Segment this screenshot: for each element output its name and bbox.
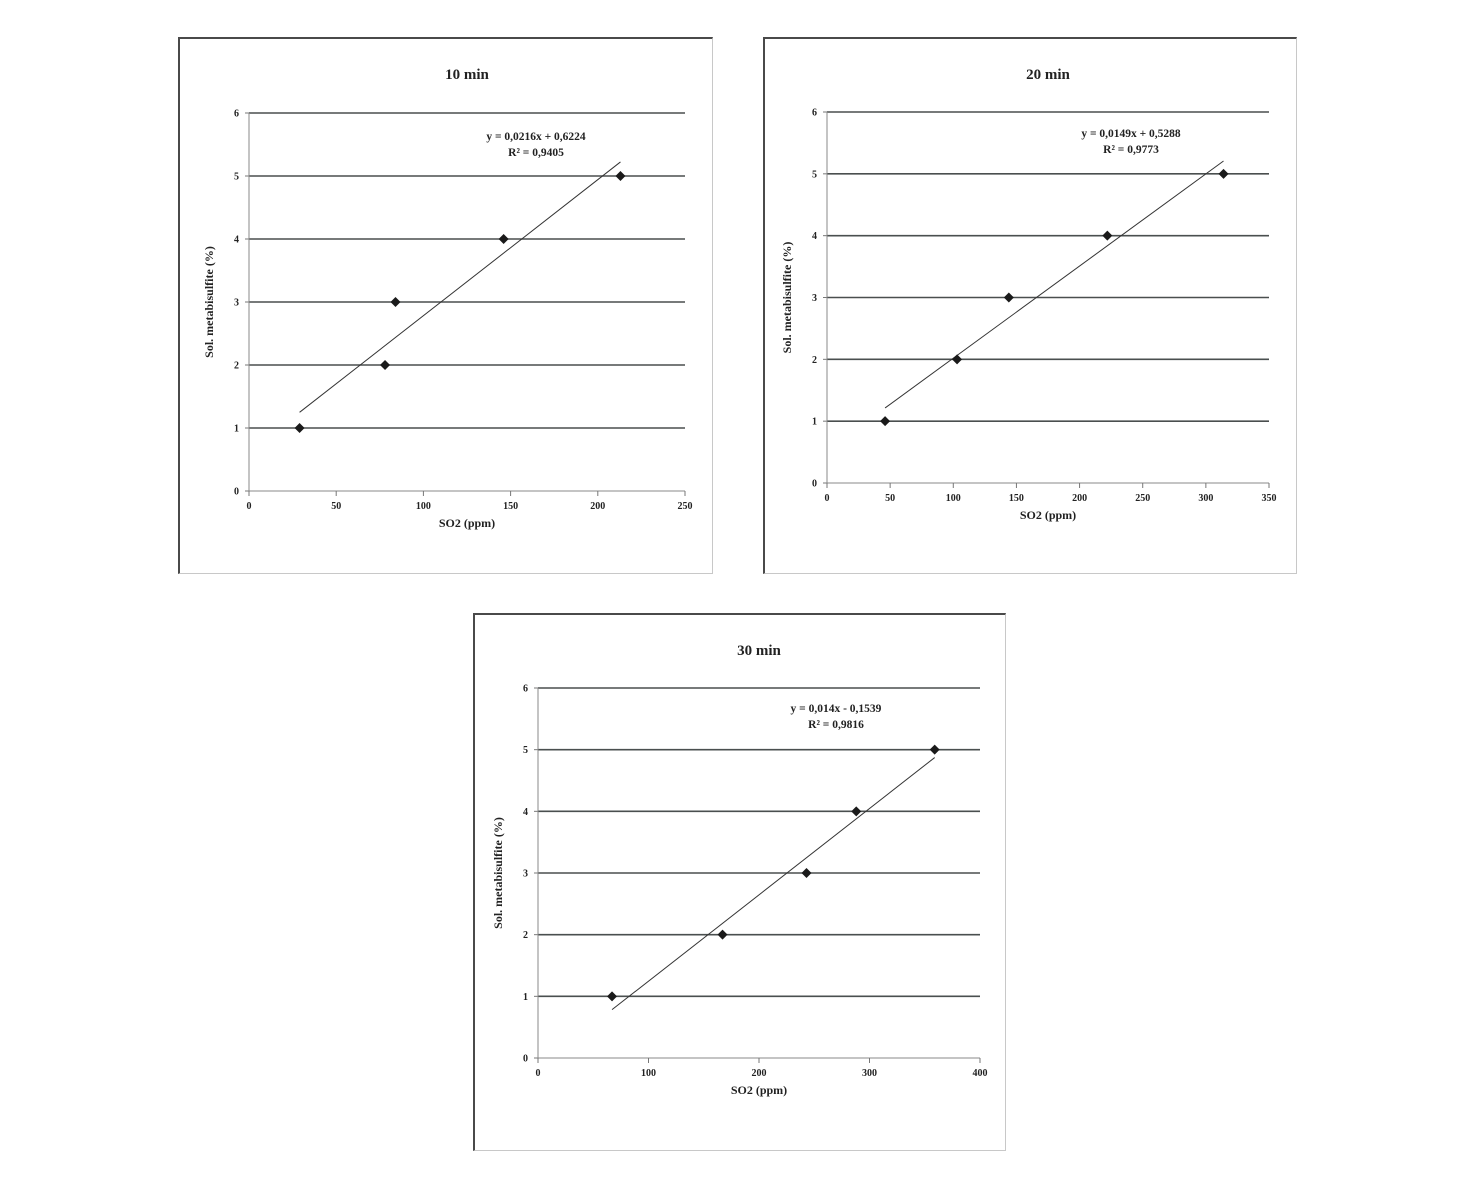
data-point bbox=[952, 354, 963, 365]
data-point bbox=[380, 360, 391, 370]
x-axis-label: SO2 (ppm) bbox=[731, 1083, 787, 1097]
data-point bbox=[498, 234, 509, 244]
y-axis-label: Sol. metabisulfite (%) bbox=[491, 817, 505, 929]
y-tick-label: 2 bbox=[812, 355, 817, 366]
chart-panel-30-min: 30 min 0 1 2 3 4 5 6 0 100 200 300 400 SO2 (ppm) Sol. … bbox=[473, 613, 1006, 1151]
y-axis-label: Sol. metabisulfite (%) bbox=[202, 246, 216, 358]
y-tick-label: 5 bbox=[812, 169, 817, 180]
y-tick-label: 3 bbox=[523, 869, 528, 880]
x-tick-label: 250 bbox=[1135, 493, 1150, 504]
x-tick-label: 150 bbox=[503, 501, 518, 512]
trendline bbox=[884, 160, 1224, 409]
x-tick-label: 50 bbox=[331, 501, 341, 512]
data-point bbox=[1003, 292, 1014, 303]
y-tick-label: 1 bbox=[234, 424, 239, 435]
y-tick-label: 3 bbox=[234, 298, 239, 309]
y-tick-label: 4 bbox=[812, 231, 817, 242]
data-point bbox=[1218, 168, 1229, 179]
y-tick-label: 4 bbox=[234, 235, 239, 246]
x-axis-label: SO2 (ppm) bbox=[1020, 508, 1076, 522]
y-tick-label: 3 bbox=[812, 293, 817, 304]
y-tick-label: 0 bbox=[234, 487, 239, 498]
x-tick-label: 400 bbox=[973, 1068, 988, 1079]
trendline bbox=[611, 757, 936, 1011]
chart-panel-20-min: 20 min 0 1 2 3 4 5 6 0 50 100 150 200 250 300 350 SO2 (p… bbox=[763, 37, 1297, 574]
y-tick-label: 4 bbox=[523, 807, 528, 818]
y-tick-label: 1 bbox=[523, 992, 528, 1003]
x-tick-label: 0 bbox=[536, 1068, 541, 1079]
x-tick-label: 200 bbox=[590, 501, 605, 512]
r-squared-label: R² = 0,9816 bbox=[808, 719, 864, 731]
x-tick-label: 50 bbox=[885, 493, 895, 504]
y-axis-label: Sol. metabisulfite (%) bbox=[780, 242, 794, 354]
y-tick-label: 6 bbox=[234, 109, 239, 120]
x-tick-label: 300 bbox=[1198, 493, 1213, 504]
chart-30-min: 30 min 0 1 2 3 4 5 6 0 100 200 300 400 SO2 (ppm) Sol. … bbox=[491, 643, 988, 1097]
trendline-equation: y = 0,0216x + 0,6224 bbox=[486, 131, 586, 143]
chart-20-min: 20 min 0 1 2 3 4 5 6 0 50 100 150 200 250 300 350 SO2 (p… bbox=[780, 67, 1277, 522]
trendline-equation: y = 0,014x - 0,1539 bbox=[791, 703, 882, 715]
y-tick-label: 6 bbox=[812, 108, 817, 119]
x-tick-label: 100 bbox=[946, 493, 961, 504]
chart-panel-10-min: 10 min 0 1 2 3 4 5 6 0 50 100 150 200 250 SO2 (ppm) Sol… bbox=[178, 37, 713, 574]
x-tick-label: 200 bbox=[1072, 493, 1087, 504]
x-axis-label: SO2 (ppm) bbox=[439, 516, 495, 530]
y-tick-label: 0 bbox=[812, 479, 817, 490]
y-tick-label: 5 bbox=[523, 745, 528, 756]
chart-title: 10 min bbox=[445, 67, 489, 83]
y-tick-label: 6 bbox=[523, 684, 528, 695]
data-point bbox=[390, 297, 401, 307]
y-tick-label: 0 bbox=[523, 1054, 528, 1065]
r-squared-label: R² = 0,9773 bbox=[1103, 144, 1159, 156]
data-point bbox=[615, 171, 626, 181]
data-point bbox=[607, 991, 618, 1002]
x-tick-label: 0 bbox=[825, 493, 830, 504]
data-point bbox=[801, 868, 812, 878]
data-point bbox=[1102, 230, 1113, 241]
y-tick-label: 2 bbox=[234, 361, 239, 372]
data-point bbox=[851, 806, 862, 817]
y-tick-label: 1 bbox=[812, 417, 817, 428]
chart-title: 20 min bbox=[1026, 67, 1070, 83]
x-tick-label: 0 bbox=[247, 501, 252, 512]
chart-10-min: 10 min 0 1 2 3 4 5 6 0 50 100 150 200 250 SO2 (ppm) Sol… bbox=[202, 67, 693, 530]
x-tick-label: 200 bbox=[752, 1068, 767, 1079]
data-point bbox=[294, 423, 305, 433]
x-tick-label: 350 bbox=[1262, 493, 1277, 504]
x-tick-label: 300 bbox=[862, 1068, 877, 1079]
x-tick-label: 250 bbox=[678, 501, 693, 512]
data-point bbox=[880, 416, 891, 427]
x-tick-label: 150 bbox=[1009, 493, 1024, 504]
data-point bbox=[717, 929, 728, 940]
y-tick-label: 2 bbox=[523, 930, 528, 941]
chart-title: 30 min bbox=[737, 643, 781, 659]
x-tick-label: 100 bbox=[416, 501, 431, 512]
x-tick-label: 100 bbox=[641, 1068, 656, 1079]
trendline-equation: y = 0,0149x + 0,5288 bbox=[1081, 128, 1181, 140]
y-tick-label: 5 bbox=[234, 172, 239, 183]
trendline bbox=[299, 161, 621, 413]
data-point bbox=[929, 744, 940, 755]
r-squared-label: R² = 0,9405 bbox=[508, 147, 564, 159]
